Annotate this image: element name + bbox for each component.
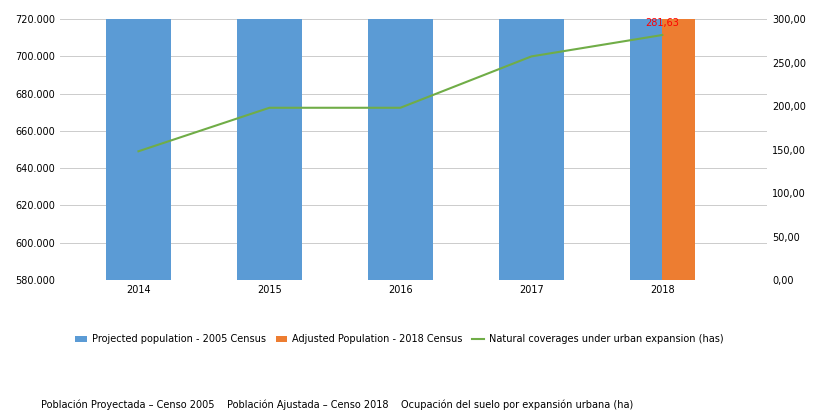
Text: 703.000: 703.000 [0,411,1,412]
Bar [630,0,663,280]
Bar [663,0,695,280]
Text: Población Proyectada – Censo 2005    Población Ajustada – Censo 2018    Ocupació: Población Proyectada – Censo 2005 Poblac… [41,399,633,410]
Natural coverages under urban expansion (has) [264,105,274,110]
Bar [498,0,564,280]
Bar [106,0,172,280]
Legend: Projected population - 2005 Census, Adjusted Population - 2018 Census, Natural c: Projected population - 2005 Census, Adju… [71,330,727,348]
Text: 646.468: 646.468 [0,411,1,412]
Bar [236,0,302,280]
Text: 281,63: 281,63 [645,18,679,28]
Line: Natural coverages under urban expansion (has): Natural coverages under urban expansion … [139,35,663,151]
Natural coverages under urban expansion (has) [658,33,667,37]
Natural coverages under urban expansion (has) [526,54,536,59]
Natural coverages under urban expansion (has) [134,149,144,154]
Bar [368,0,433,280]
Natural coverages under urban expansion (has) [396,105,406,110]
